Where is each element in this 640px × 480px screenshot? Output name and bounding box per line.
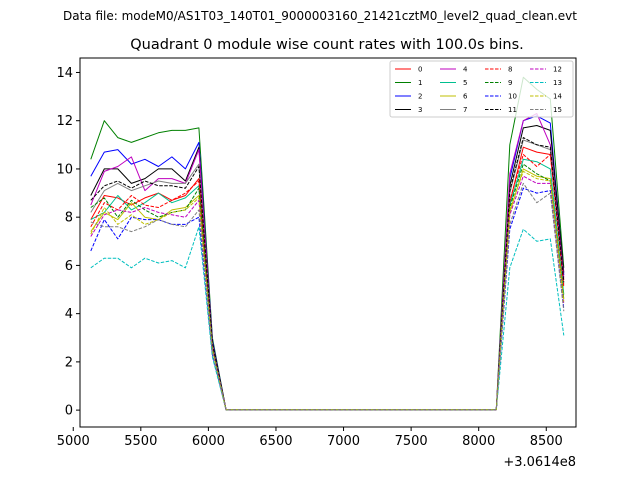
legend-label-0: 0 [418,66,422,74]
legend-label-2: 2 [418,93,422,101]
x-tick-label: 5000 [57,434,90,449]
series-line-14 [90,170,565,411]
series-line-15 [90,182,565,411]
x-tick-label: 6000 [192,434,225,449]
legend-box [389,60,574,118]
legend-label-1: 1 [418,79,422,87]
y-tick-label: 4 [65,307,73,322]
x-tick-label: 7000 [327,434,360,449]
y-tick-label: 8 [65,211,73,226]
y-tick-label: 0 [65,404,73,419]
x-tick-label: 8500 [530,434,563,449]
x-axis: 5000 5500 6000 6500 7000 7500 8000 8500 [57,427,563,449]
suptitle: Data file: modeM0/AS1T03_140T01_90000031… [63,9,577,23]
y-tick-label: 6 [65,259,73,274]
legend-label-10: 10 [508,93,517,101]
y-tick-label: 12 [56,114,73,129]
legend-label-5: 5 [463,79,467,87]
y-axis: 0 2 4 6 8 10 12 14 [56,66,80,419]
x-tick-label: 7500 [395,434,428,449]
legend-label-8: 8 [508,66,512,74]
legend-label-3: 3 [418,106,422,114]
axes-frame [79,57,577,428]
plot-area [90,76,565,411]
legend-label-12: 12 [553,66,562,74]
x-tick-label: 8000 [462,434,495,449]
chart-title: Quadrant 0 module wise count rates with … [130,37,524,53]
x-tick-label: 6500 [259,434,292,449]
legend-label-4: 4 [463,66,468,74]
legend-label-11: 11 [508,106,517,114]
y-tick-label: 14 [56,66,73,81]
x-offset-label: +3.0614e8 [503,455,576,470]
y-tick-label: 10 [56,162,73,177]
legend-label-6: 6 [463,93,468,101]
legend-label-15: 15 [553,106,562,114]
y-tick-label: 2 [65,355,73,370]
legend-label-13: 13 [553,79,562,87]
legend-label-14: 14 [553,93,562,101]
x-tick-label: 5500 [124,434,157,449]
legend-label-7: 7 [463,106,467,114]
legend-label-9: 9 [508,79,512,87]
